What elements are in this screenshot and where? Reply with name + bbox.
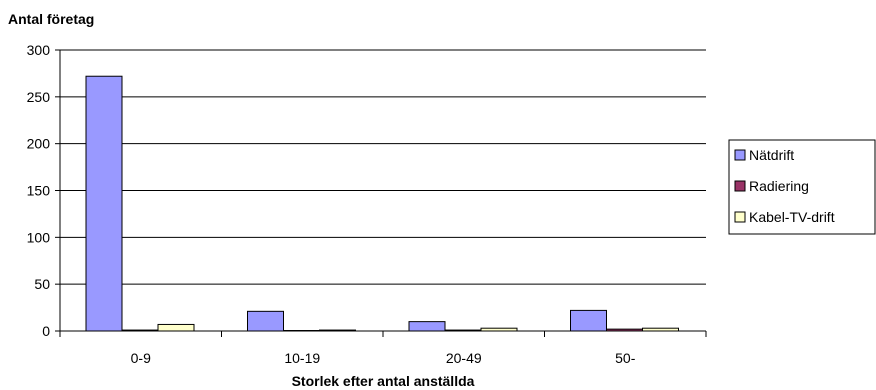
y-tick-label: 250 [27, 89, 51, 105]
legend-label: Kabel-TV-drift [749, 209, 835, 225]
y-tick-label: 0 [42, 323, 50, 339]
legend-swatch [734, 180, 746, 192]
bar-n-tdrift-20-49 [408, 321, 446, 332]
x-tick-label: 50- [615, 350, 636, 366]
x-tick-labels: 0-9 10-19 20-49 50- [131, 350, 636, 366]
y-tick-label: 50 [34, 276, 50, 292]
legend: Nätdrift Radiering Kabel-TV-drift [728, 139, 876, 235]
legend-swatch [734, 149, 746, 161]
legend-label: Nätdrift [749, 147, 794, 163]
legend-box [728, 139, 876, 235]
x-tick-label: 20-49 [446, 350, 482, 366]
gridlines [55, 49, 706, 332]
y-tick-label: 100 [27, 229, 51, 245]
bar-kabel-tv-drift-0-9 [157, 323, 195, 332]
y-tick-label: 200 [27, 136, 51, 152]
x-tick-label: 0-9 [131, 350, 151, 366]
bar-n-tdrift-0-9 [85, 75, 123, 332]
y-tick-label: 150 [27, 183, 51, 199]
legend-label: Radiering [749, 178, 809, 194]
axes [59, 50, 707, 337]
bars [85, 75, 679, 332]
y-tick-labels: 0 50 100 150 200 250 300 [27, 42, 51, 339]
legend-swatch [734, 211, 746, 223]
bar-n-tdrift-50- [570, 309, 607, 332]
x-tick-label: 10-19 [284, 350, 320, 366]
bar-n-tdrift-10-19 [247, 310, 284, 332]
y-tick-label: 300 [27, 42, 51, 58]
x-axis-label: Storlek efter antal anställda [292, 373, 475, 389]
y-axis-label: Antal företag [8, 11, 94, 27]
